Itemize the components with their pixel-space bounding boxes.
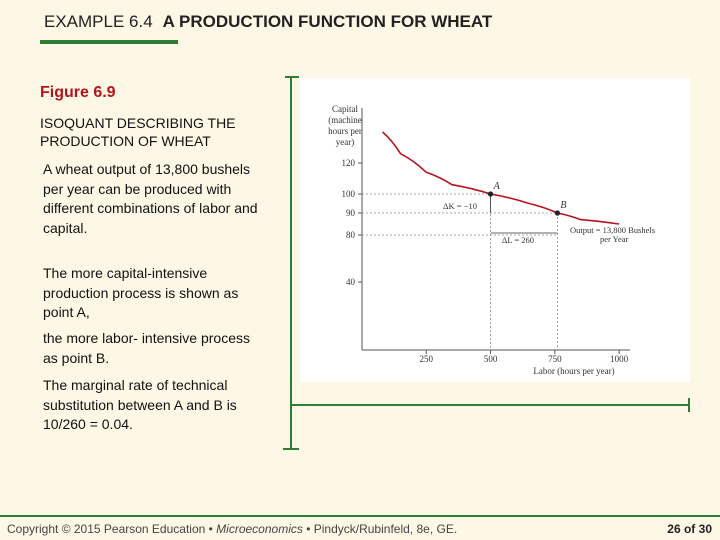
divider-tick-bottom [283,448,299,450]
x-axis-label: Labor (hours per year) [533,366,614,376]
y-tick-label-120: 120 [342,158,356,168]
page-number: 26 of 30 [667,522,712,536]
divider-tick-right [688,398,690,412]
divider-vertical [290,78,292,450]
isoquant-curve [382,131,620,225]
isoquant-chart: Capital (machine hours per year) Labor (… [300,78,690,382]
y-axis-label-line-1: Capital [332,104,358,114]
divider-horizontal [292,404,690,406]
annotation-output-line-2: per Year [600,234,628,244]
paragraph-4: The marginal rate of technical substitut… [43,377,237,432]
title-underline [40,40,178,44]
point-label-b: B [560,200,566,211]
y-tick-label-40: 40 [346,277,356,287]
divider-tick-top [285,76,299,78]
point-b [554,210,561,216]
y-axis-label-line-3: hours per [328,126,362,136]
annotation-delta-l: ΔL = 260 [502,235,534,245]
page-title: EXAMPLE 6.4 A PRODUCTION FUNCTION FOR WHE… [44,12,492,32]
point-a [487,191,494,197]
footer-suffix: • Pindyck/Rubinfeld, 8e, GE. [302,522,458,536]
y-tick-label-90: 90 [346,208,356,218]
annotation-output-line-1: Output = 13,800 Bushels [570,225,655,235]
footer-book-title: Microeconomics [216,522,303,536]
paragraph-2: The more capital-intensive production pr… [43,265,239,320]
y-tick-label-100: 100 [342,189,356,199]
copyright-footer: Copyright © 2015 Pearson Education • Mic… [7,522,457,536]
figure-number: Figure 6.9 [40,84,116,101]
chart-canvas: Capital (machine hours per year) Labor (… [328,104,655,376]
x-tick-label-750: 750 [548,354,562,364]
paragraph-1: A wheat output of 13,800 bushels per yea… [43,161,258,236]
paragraph-3: the more labor- intensive process as poi… [43,330,250,366]
annotation-delta-k: ΔK = −10 [443,201,477,211]
figure-subtitle: ISOQUANT DESCRIBING THE PRODUCTION OF WH… [40,115,236,149]
footer-prefix: Copyright © 2015 Pearson Education • [7,522,217,536]
x-tick-label-1000: 1000 [610,354,629,364]
x-tick-label-250: 250 [420,354,434,364]
y-axis-label-line-2: (machine [328,115,361,125]
y-tick-label-80: 80 [346,230,356,240]
point-label-a: A [493,181,501,192]
example-number: EXAMPLE 6.4 [44,12,153,31]
x-tick-label-500: 500 [484,354,498,364]
y-axis-label-line-4: year) [336,137,354,147]
example-title: A PRODUCTION FUNCTION FOR WHEAT [162,12,493,31]
footer-rule [0,515,720,517]
